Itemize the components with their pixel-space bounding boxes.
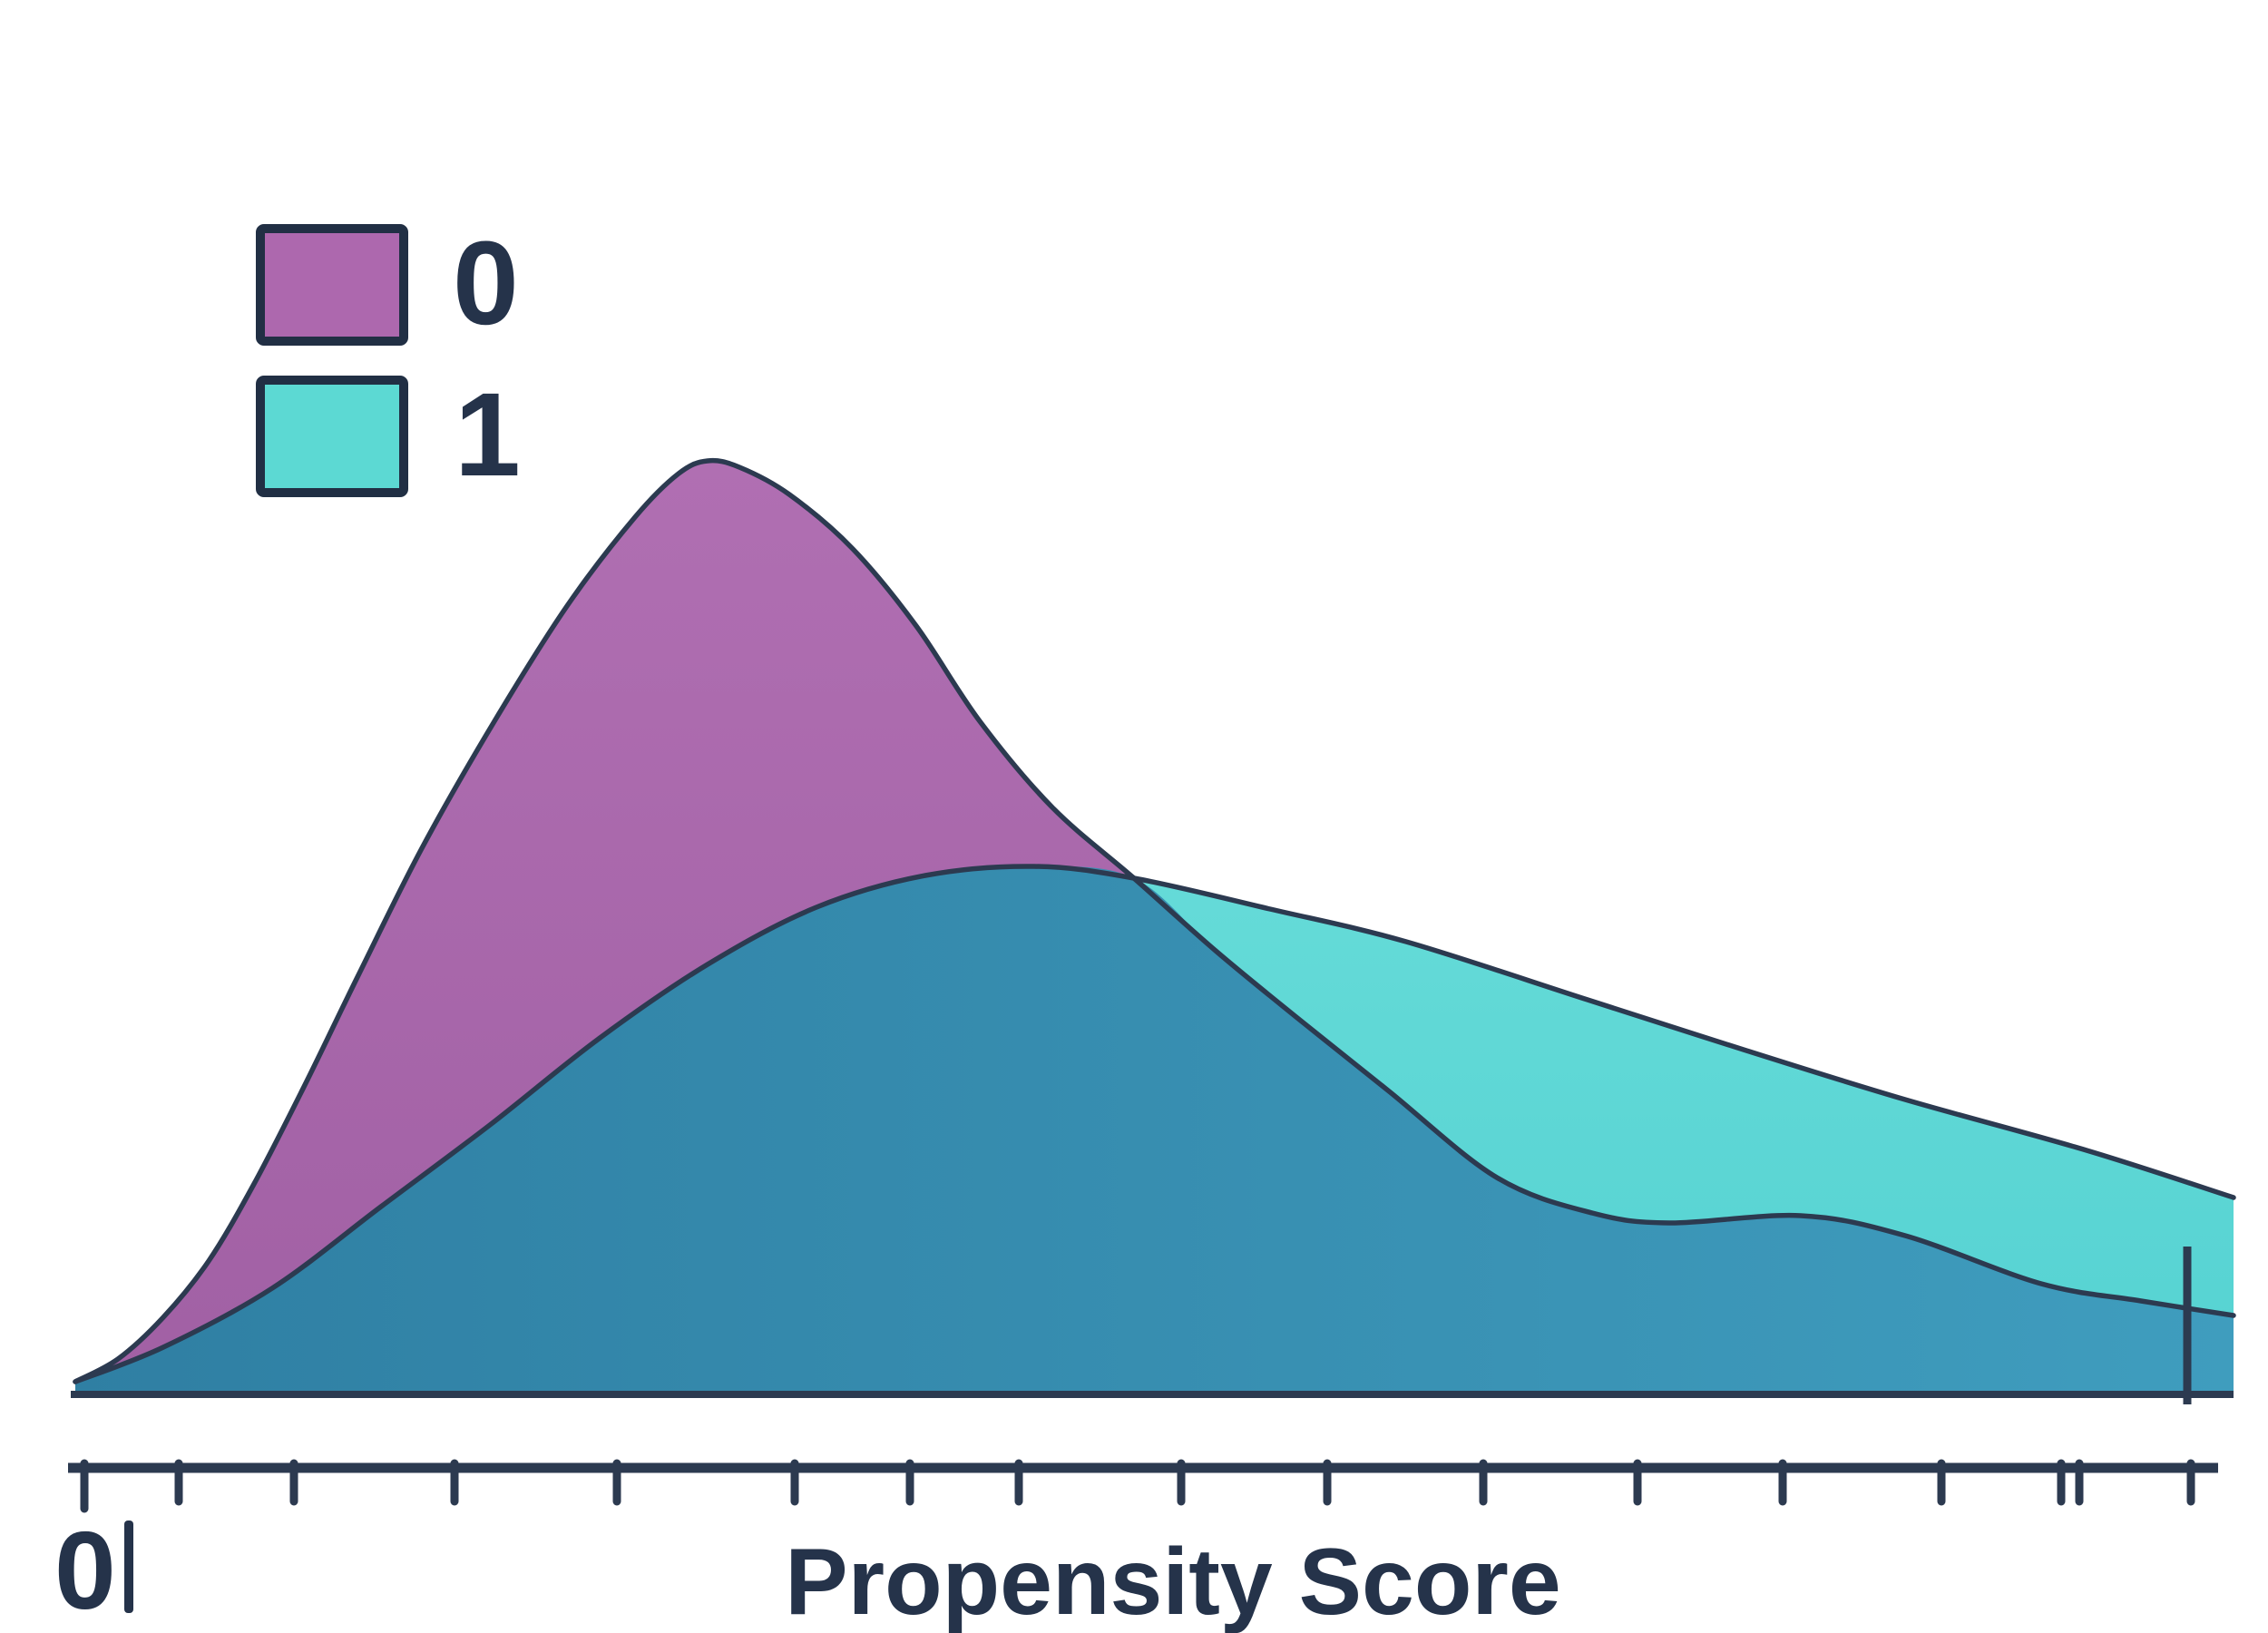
legend-swatch-group0 xyxy=(256,224,408,346)
density-areas xyxy=(75,460,2234,1394)
x-axis-title: Propensity Score xyxy=(785,1530,1560,1633)
stray-tick-mark xyxy=(124,1521,133,1613)
density-outlines xyxy=(73,457,2236,1384)
legend-label-group1: 1 xyxy=(455,367,521,501)
legend: 0 1 xyxy=(256,216,521,501)
legend-swatch-group1 xyxy=(256,376,408,497)
density-area-overlap xyxy=(75,865,2234,1394)
legend-label-group0: 0 xyxy=(453,216,519,349)
x-axis: 0 Propensity Score xyxy=(54,1459,2218,1633)
x-axis-ticks xyxy=(80,1459,2195,1513)
x-tick-label-zero: 0 xyxy=(54,1509,116,1632)
density-outline-group1 xyxy=(73,864,2236,1384)
density-outline-group0 xyxy=(73,457,2236,1384)
